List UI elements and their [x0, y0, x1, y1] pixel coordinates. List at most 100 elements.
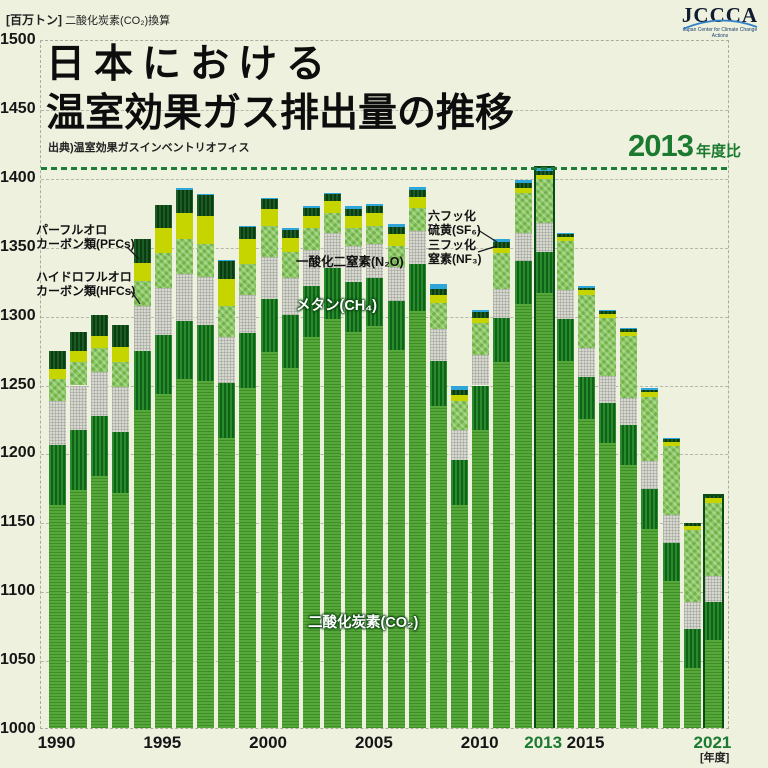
bar-2014-sf6	[556, 233, 574, 237]
x-tick-2005: 2005	[354, 733, 393, 752]
gridline-1050	[41, 661, 728, 663]
y-tick-1250: 1250	[0, 375, 36, 393]
bar-1992-pfcs	[91, 335, 109, 349]
bar-2021-co2	[704, 640, 722, 728]
bar-2001-co2	[281, 367, 299, 728]
bar-1990-n2o	[49, 400, 66, 445]
bar-1997-hfcs	[197, 243, 215, 277]
bar-2005-sf6	[366, 206, 384, 214]
bar-1993-n2o	[112, 386, 130, 433]
bar-2013-sf6	[535, 170, 553, 175]
bar-2002-pfcs	[302, 216, 320, 229]
bar-1998-ch4	[218, 382, 236, 438]
bar-1996-ch4	[175, 320, 193, 379]
bar-2010-ch4	[472, 385, 490, 430]
bar-1993-ch4	[112, 432, 130, 493]
bar-2008-co2	[429, 406, 447, 728]
bar-1994-n2o	[133, 305, 151, 352]
bar-2013-n2o	[535, 222, 553, 252]
bar-2017-sf6	[620, 329, 638, 332]
bar-1992-co2	[91, 476, 109, 728]
baseline-2013-label: 2013 年度比	[628, 128, 741, 164]
bar-2006-sf6	[387, 227, 405, 234]
y-tick-1000: 1000	[0, 720, 36, 737]
sf6-label-line1: 六フッ化	[428, 209, 477, 223]
bar-2014-co2	[556, 360, 574, 728]
bar-2004-nf3	[345, 206, 363, 210]
x-tick-1990: 1990	[37, 733, 76, 752]
nf3-label-line2: 窒素(NF₃)	[428, 251, 482, 266]
bar-2016-pfcs	[599, 313, 617, 318]
bar-2018-ch4	[641, 488, 659, 529]
bar-1992-ch4	[91, 415, 109, 477]
bar-2009-hfcs	[451, 400, 469, 430]
bar-1990-hfcs	[49, 378, 66, 401]
bar-2015-pfcs	[578, 290, 595, 295]
y-tick-1150: 1150	[0, 513, 35, 531]
bar-1995-ch4	[154, 334, 172, 394]
bar-2006-pfcs	[387, 233, 405, 247]
bar-2014-ch4	[556, 319, 574, 361]
bar-2009-pfcs	[451, 395, 469, 401]
bar-1993-sf6	[112, 324, 130, 347]
bar-2015-co2	[578, 418, 595, 728]
bar-2000-pfcs	[260, 209, 278, 226]
bar-2012-sf6	[514, 182, 532, 189]
bar-1997-n2o	[197, 276, 215, 325]
bar-1992-n2o	[91, 371, 109, 416]
bar-1996-co2	[175, 378, 193, 728]
bar-1990-co2	[49, 505, 66, 728]
bar-2020-n2o	[683, 601, 701, 630]
bar-2016-n2o	[599, 375, 617, 404]
chart-title-line2: 温室効果ガス排出量の推移	[46, 92, 515, 135]
bar-2020-hfcs	[683, 530, 701, 602]
bar-2018-n2o	[641, 461, 659, 489]
bar-2011-ch4	[493, 317, 511, 363]
bar-2018-pfcs	[641, 392, 659, 397]
bar-2013-highlight-outline	[533, 165, 555, 728]
y-tick-1350: 1350	[0, 237, 36, 255]
bar-1997-pfcs	[197, 216, 215, 244]
jccca-logo: JCCCA Japan Center for Climate Change Ac…	[676, 5, 764, 39]
bar-2009-ch4	[451, 459, 469, 506]
bar-1994-hfcs	[133, 280, 151, 306]
bar-1992-hfcs	[91, 348, 109, 372]
bar-2010-pfcs	[472, 317, 490, 324]
nf3-label-line1: 三フッ化	[428, 238, 477, 252]
bar-2015-nf3	[578, 286, 595, 288]
x-tick-2010: 2010	[460, 733, 499, 752]
bar-2019-nf3	[662, 437, 680, 440]
bar-2012-hfcs	[514, 192, 532, 233]
bar-2021-highlight-outline	[702, 493, 724, 728]
y-tick-1450: 1450	[0, 99, 36, 117]
bar-2019-ch4	[662, 542, 680, 582]
bar-1993-hfcs	[112, 362, 130, 387]
y-tick-1100: 1100	[0, 582, 35, 600]
bar-2014-hfcs	[556, 240, 574, 291]
bar-1994-co2	[133, 410, 151, 728]
bar-2007-co2	[408, 311, 426, 728]
bar-2004-n2o	[345, 246, 363, 283]
bar-2018-co2	[641, 528, 659, 728]
co2-label: 二酸化炭素(CO₂)	[308, 615, 419, 631]
bar-2018-sf6	[641, 389, 659, 393]
bar-1991-co2	[70, 490, 88, 728]
bar-2018-nf3	[641, 388, 659, 390]
chart-plot-area	[40, 40, 729, 729]
bar-2000-sf6	[260, 199, 278, 210]
x-tick-1995: 1995	[143, 733, 182, 752]
bar-2001-ch4	[281, 315, 299, 368]
bar-2017-pfcs	[620, 331, 638, 336]
bar-2014-nf3	[556, 232, 574, 234]
source-note: 出典)温室効果ガスインベントリオフィス	[48, 142, 250, 154]
bar-2020-pfcs	[683, 526, 701, 531]
bar-1994-ch4	[133, 351, 151, 411]
bar-2011-pfcs	[493, 247, 511, 254]
pfcs-label-line2: カーボン類(PFCs)	[36, 236, 135, 251]
baseline-year: 2013	[628, 128, 694, 163]
bar-2009-n2o	[451, 429, 469, 460]
bar-2015-sf6	[578, 287, 595, 291]
bar-2006-hfcs	[387, 246, 405, 267]
bar-2017-hfcs	[620, 335, 638, 398]
